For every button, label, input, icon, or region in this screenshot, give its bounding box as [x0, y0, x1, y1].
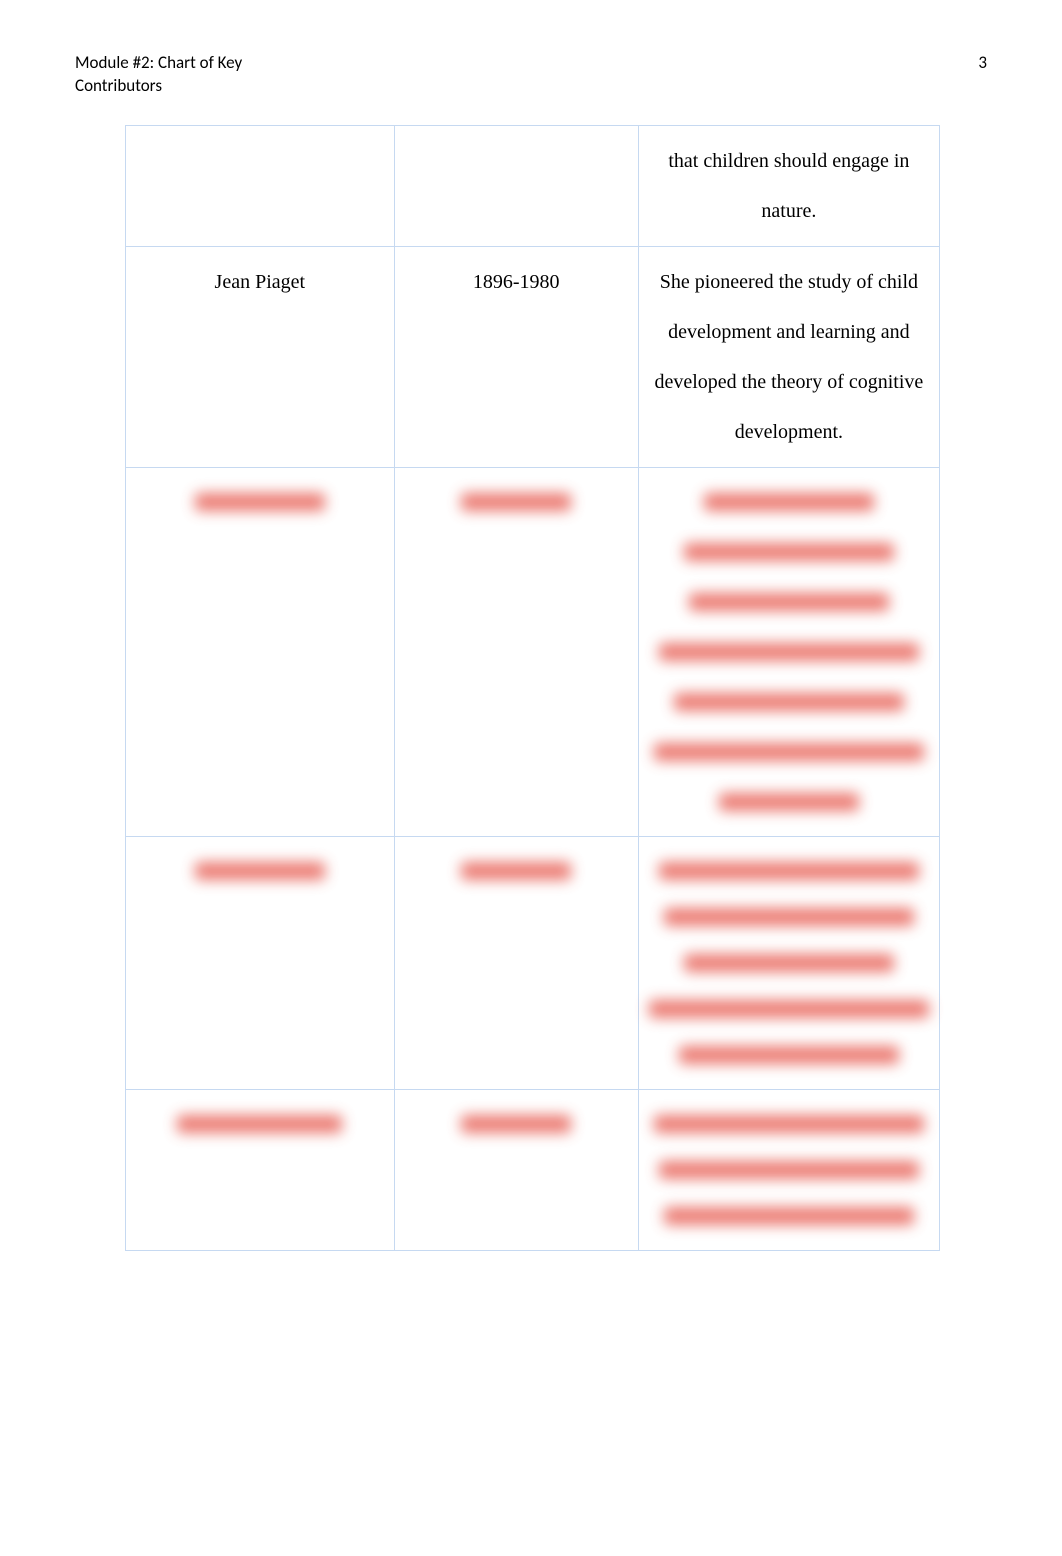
blur-desc	[647, 847, 931, 1079]
desc-text: She pioneered the study of child develop…	[647, 257, 931, 457]
table-row: Jean Piaget 1896-1980 She pioneered the …	[126, 247, 940, 468]
cell-years	[394, 126, 638, 247]
cell-years: 1896-1980	[394, 247, 638, 468]
blur-segment	[664, 1207, 914, 1225]
blur-segment	[195, 493, 325, 511]
blur-segment	[684, 954, 894, 972]
blur-segment	[654, 743, 924, 761]
blur-segment	[659, 1161, 919, 1179]
blur-name	[134, 1100, 386, 1148]
cell-description	[638, 1090, 939, 1251]
cell-name	[126, 1090, 395, 1251]
table-row	[126, 837, 940, 1090]
blur-segment	[461, 493, 571, 511]
cell-name	[126, 126, 395, 247]
blur-segment	[689, 593, 889, 611]
desc-text: that children should engage in nature.	[647, 136, 931, 236]
table-body: that children should engage in nature. J…	[126, 126, 940, 1251]
cell-name	[126, 837, 395, 1090]
contributors-table-wrap: that children should engage in nature. J…	[125, 125, 940, 1251]
page-number: 3	[978, 52, 987, 73]
blur-segment	[664, 908, 914, 926]
blur-segment	[654, 1115, 924, 1133]
cell-name	[126, 468, 395, 837]
header-line1: Module #2: Chart of Key	[75, 52, 242, 75]
blur-years	[403, 847, 630, 895]
header-title: Module #2: Chart of Key Contributors	[75, 52, 242, 98]
cell-description	[638, 468, 939, 837]
blur-segment	[684, 543, 894, 561]
name-text: Jean Piaget	[134, 257, 386, 307]
blur-name	[134, 847, 386, 895]
blur-segment	[177, 1115, 342, 1133]
blur-years	[403, 478, 630, 526]
blur-segment	[659, 643, 919, 661]
cell-years	[394, 837, 638, 1090]
blur-desc	[647, 1100, 931, 1240]
cell-description: that children should engage in nature.	[638, 126, 939, 247]
cell-years	[394, 468, 638, 837]
blur-segment	[704, 493, 874, 511]
header-line2: Contributors	[75, 75, 242, 98]
table-row	[126, 468, 940, 837]
blur-segment	[195, 862, 325, 880]
blur-segment	[649, 1000, 929, 1018]
blur-segment	[674, 693, 904, 711]
contributors-table: that children should engage in nature. J…	[125, 125, 940, 1251]
blur-segment	[461, 862, 571, 880]
blur-segment	[679, 1046, 899, 1064]
cell-description	[638, 837, 939, 1090]
table-row	[126, 1090, 940, 1251]
blur-name	[134, 478, 386, 526]
blur-segment	[719, 793, 859, 811]
table-row: that children should engage in nature.	[126, 126, 940, 247]
years-text: 1896-1980	[403, 257, 630, 307]
cell-description: She pioneered the study of child develop…	[638, 247, 939, 468]
blur-desc	[647, 478, 931, 826]
blur-segment	[659, 862, 919, 880]
blur-years	[403, 1100, 630, 1148]
blur-segment	[461, 1115, 571, 1133]
cell-years	[394, 1090, 638, 1251]
cell-name: Jean Piaget	[126, 247, 395, 468]
